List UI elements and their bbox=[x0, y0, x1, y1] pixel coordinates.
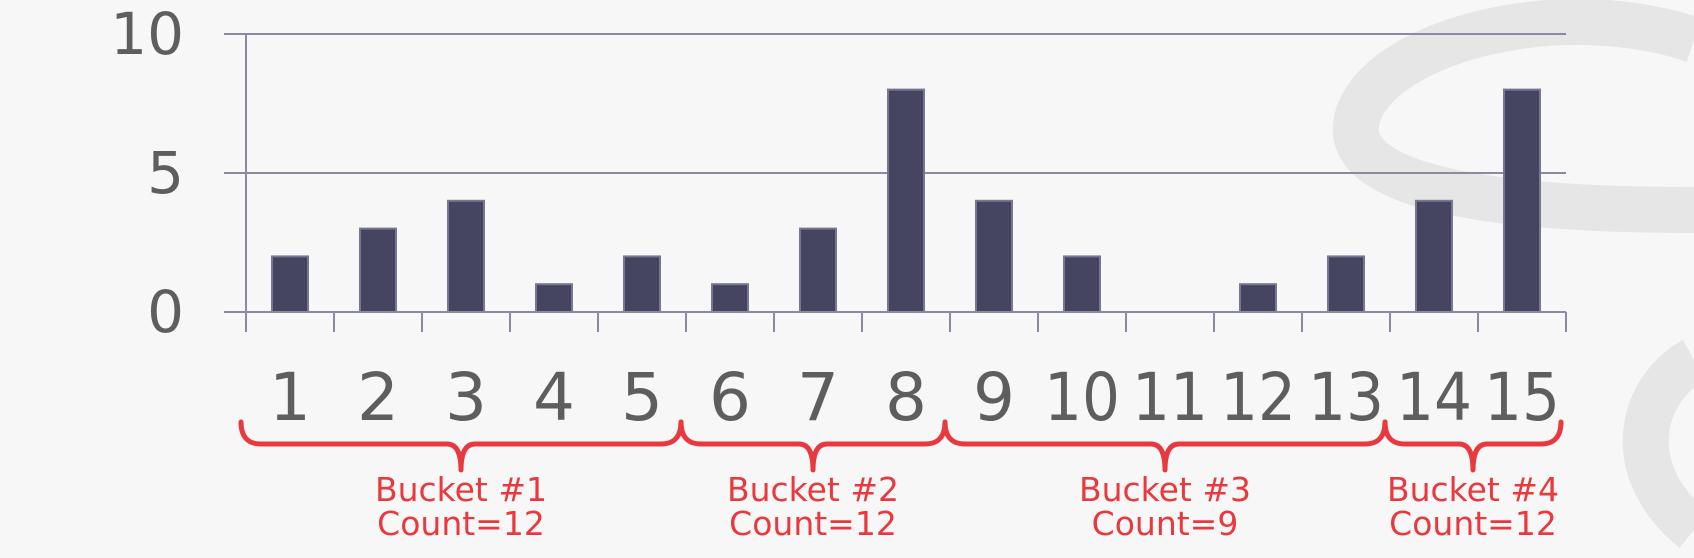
bar-14 bbox=[1415, 199, 1453, 313]
bar-12 bbox=[1239, 283, 1277, 314]
x-tick-label: 7 bbox=[797, 359, 839, 436]
x-tick-label: 8 bbox=[885, 359, 927, 436]
bar-1 bbox=[271, 255, 309, 313]
x-tick-label: 4 bbox=[533, 359, 575, 436]
bar-8 bbox=[887, 88, 925, 313]
x-tick-label: 1 bbox=[269, 359, 311, 436]
bar-6 bbox=[711, 283, 749, 314]
x-tick-label: 14 bbox=[1396, 359, 1472, 436]
bar-10 bbox=[1063, 255, 1101, 313]
bucket-brace bbox=[1382, 419, 1564, 473]
bucket-count: Count=12 bbox=[1389, 504, 1557, 543]
bar-5 bbox=[623, 255, 661, 313]
x-tick-label: 2 bbox=[357, 359, 399, 436]
y-tick-label: 0 bbox=[147, 278, 184, 346]
x-tick-label: 13 bbox=[1308, 359, 1384, 436]
x-tick-labels: 1 2 3 4 5 6 7 8 9 10 11 12 13 14 15 bbox=[269, 359, 1560, 436]
y-tick-labels: 0 5 10 bbox=[110, 0, 184, 346]
bar-4 bbox=[535, 283, 573, 314]
bar-9 bbox=[975, 199, 1013, 313]
x-tick-label: 15 bbox=[1484, 359, 1560, 436]
x-tick-label: 6 bbox=[709, 359, 751, 436]
x-tick-label: 3 bbox=[445, 359, 487, 436]
bar-3 bbox=[447, 199, 485, 313]
bar-15 bbox=[1503, 88, 1541, 313]
bucket-count: Count=12 bbox=[377, 504, 545, 543]
axes bbox=[224, 34, 1567, 332]
bucket-label: Bucket #1 bbox=[375, 470, 547, 509]
bucket-count: Count=12 bbox=[729, 504, 897, 543]
x-tick-label: 12 bbox=[1220, 359, 1296, 436]
bucket-label: Bucket #2 bbox=[727, 470, 899, 509]
bucket-brace bbox=[942, 419, 1388, 473]
x-tick-label: 9 bbox=[973, 359, 1015, 436]
bar-7 bbox=[799, 227, 837, 314]
x-tick-label: 10 bbox=[1044, 359, 1120, 436]
bucket-count: Count=9 bbox=[1092, 504, 1239, 543]
bucket-label: Bucket #4 bbox=[1387, 470, 1559, 509]
bar-13 bbox=[1327, 255, 1365, 313]
x-tick-label: 11 bbox=[1132, 359, 1208, 436]
y-tick-label: 5 bbox=[147, 139, 184, 207]
x-tick-label: 5 bbox=[621, 359, 663, 436]
bar-2 bbox=[359, 227, 397, 314]
bucket-brace bbox=[238, 419, 684, 473]
bucket-brace bbox=[678, 419, 948, 473]
bucket-label: Bucket #3 bbox=[1079, 470, 1251, 509]
y-tick-label: 10 bbox=[110, 0, 184, 68]
